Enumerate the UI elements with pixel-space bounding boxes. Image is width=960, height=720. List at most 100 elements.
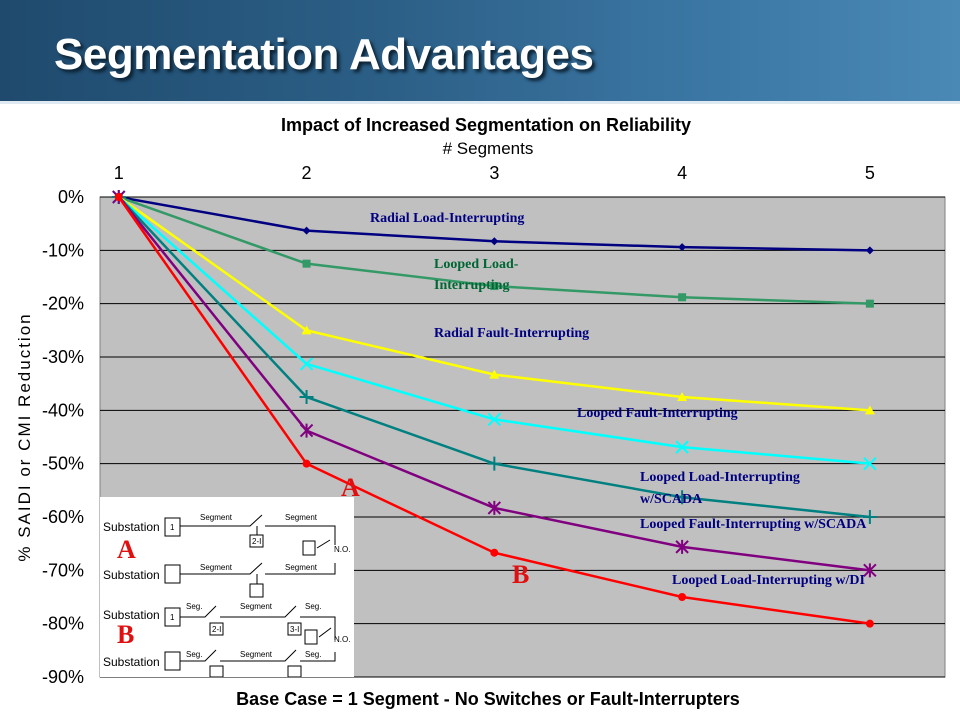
data-point: [299, 390, 314, 404]
diagram-row-3: Substation 1 Seg. Segment Seg. 2-I 3-I N…: [103, 602, 350, 645]
label-looped-load-scada-line2: w/SCADA: [640, 492, 703, 507]
row3-switch2-label: 3-I: [290, 625, 299, 634]
row3-switch1-box: [209, 622, 224, 636]
diagram-row-4: Substation Seg. Segment Seg.: [103, 649, 336, 678]
data-point: [678, 593, 687, 601]
data-point: [302, 459, 311, 468]
y-tick-label: -50%: [42, 454, 84, 474]
row3-no-label: N.O.: [334, 635, 350, 644]
row4-seg3-label: Seg.: [305, 650, 321, 659]
row1-line-b: [265, 525, 336, 545]
data-point: [299, 357, 314, 371]
row3-line-b: [220, 605, 297, 618]
x-tick-label: 5: [865, 163, 875, 183]
row2-line-b: [265, 563, 336, 575]
data-point: [863, 456, 877, 471]
y-tick-label: 0%: [58, 187, 84, 207]
row3-substation: Substation: [103, 608, 160, 622]
row1-line-a: [180, 514, 263, 527]
x-axis-title-bottom: Base Case = 1 Segment - No Switches or F…: [236, 689, 740, 709]
chart-marker-a: A: [341, 473, 360, 502]
x-tick-label: 4: [677, 163, 687, 183]
row4-seg1-label: Seg.: [186, 650, 202, 659]
label-looped-fault-scada: Looped Fault-Interrupting w/SCADA: [640, 517, 867, 532]
label-radial-load: Radial Load-Interrupting: [370, 211, 524, 226]
row4-substation: Substation: [103, 655, 160, 669]
data-point: [678, 293, 687, 302]
label-looped-load-line1: Looped Load-: [434, 257, 519, 272]
data-point: [487, 500, 502, 515]
series-7: [114, 193, 874, 628]
row3-line-a: [180, 605, 217, 618]
row3-switch1-label: 2-I: [212, 625, 221, 634]
segmentation-diagram: A B Substation 1 Segment Segment 2-I N.O…: [100, 497, 354, 678]
x-tick-label: 3: [489, 163, 499, 183]
data-point: [675, 440, 689, 454]
data-point: [490, 282, 499, 291]
row2-substation: Substation: [103, 568, 160, 582]
row3-line-c: [300, 616, 336, 640]
diagram-background: [100, 497, 354, 677]
chart-title: Impact of Increased Segmentation on Reli…: [281, 115, 691, 135]
row4-line-a: [180, 649, 217, 662]
row1-seg2-label: Segment: [285, 513, 318, 522]
diagram-label-a: A: [117, 535, 136, 564]
y-axis-title: % SAIDI or CMI Reduction: [15, 312, 34, 561]
data-point: [865, 246, 874, 255]
data-point: [677, 392, 688, 401]
row4-breaker: [164, 651, 181, 671]
data-point: [489, 369, 500, 379]
data-point: [678, 243, 687, 252]
row4-line-b: [220, 649, 297, 662]
row1-breaker-label: 1: [170, 523, 175, 532]
data-point: [865, 299, 874, 308]
chart-marker-b: B: [512, 560, 529, 589]
row2-line-a: [180, 562, 263, 575]
data-point: [675, 490, 690, 505]
label-looped-load-line2: Interrupting: [434, 278, 509, 293]
row3-no-switch: [318, 627, 332, 638]
x-axis-title-top: # Segments: [443, 139, 534, 158]
data-point: [302, 226, 311, 235]
slide-title: Segmentation Advantages: [54, 30, 594, 79]
data-point: [864, 405, 875, 415]
row4-seg2-label: Segment: [240, 650, 273, 659]
diagram-label-b: B: [117, 620, 134, 649]
row4-switch1-box: [209, 665, 224, 678]
data-point: [487, 412, 502, 427]
row1-no-box: [302, 540, 316, 556]
row1-seg1-label: Segment: [200, 513, 233, 522]
label-looped-fault: Looped Fault-Interrupting: [577, 406, 738, 421]
row1-switch-box: [249, 534, 264, 548]
y-tick-label: -90%: [42, 667, 84, 687]
y-tick-label: -60%: [42, 507, 84, 527]
row4-switch2-box: [287, 665, 302, 678]
data-point: [299, 423, 314, 438]
label-radial-fault: Radial Fault-Interrupting: [434, 326, 589, 341]
data-point: [862, 510, 877, 524]
label-looped-load-di: Looped Load-Interrupting w/DI: [672, 573, 865, 588]
x-tick-label: 1: [114, 163, 124, 183]
data-point: [675, 539, 689, 554]
row1-switch-label: 2-I: [252, 537, 261, 546]
row1-no-switch: [316, 539, 331, 549]
row2-breaker: [164, 564, 181, 584]
y-tick-label: -20%: [42, 294, 84, 314]
row3-seg1-label: Seg.: [186, 602, 202, 611]
data-point: [302, 259, 311, 268]
y-tick-label: -10%: [42, 240, 84, 260]
y-tick-label: -70%: [42, 560, 84, 580]
row1-no-label: N.O.: [334, 545, 350, 554]
data-point: [301, 325, 312, 335]
title-bar: [0, 0, 960, 104]
row3-seg3-label: Seg.: [305, 602, 321, 611]
x-tick-labels: 1 2 3 4 5: [114, 163, 875, 183]
row1-breaker: [164, 517, 181, 537]
row2-switch-box: [249, 583, 264, 598]
diagram-row-2: Substation Segment Segment: [103, 562, 336, 598]
data-point: [865, 619, 874, 628]
data-point: [114, 193, 123, 201]
data-point: [487, 456, 502, 471]
diagram-row-1: Substation 1 Segment Segment 2-I N.O.: [103, 513, 350, 556]
